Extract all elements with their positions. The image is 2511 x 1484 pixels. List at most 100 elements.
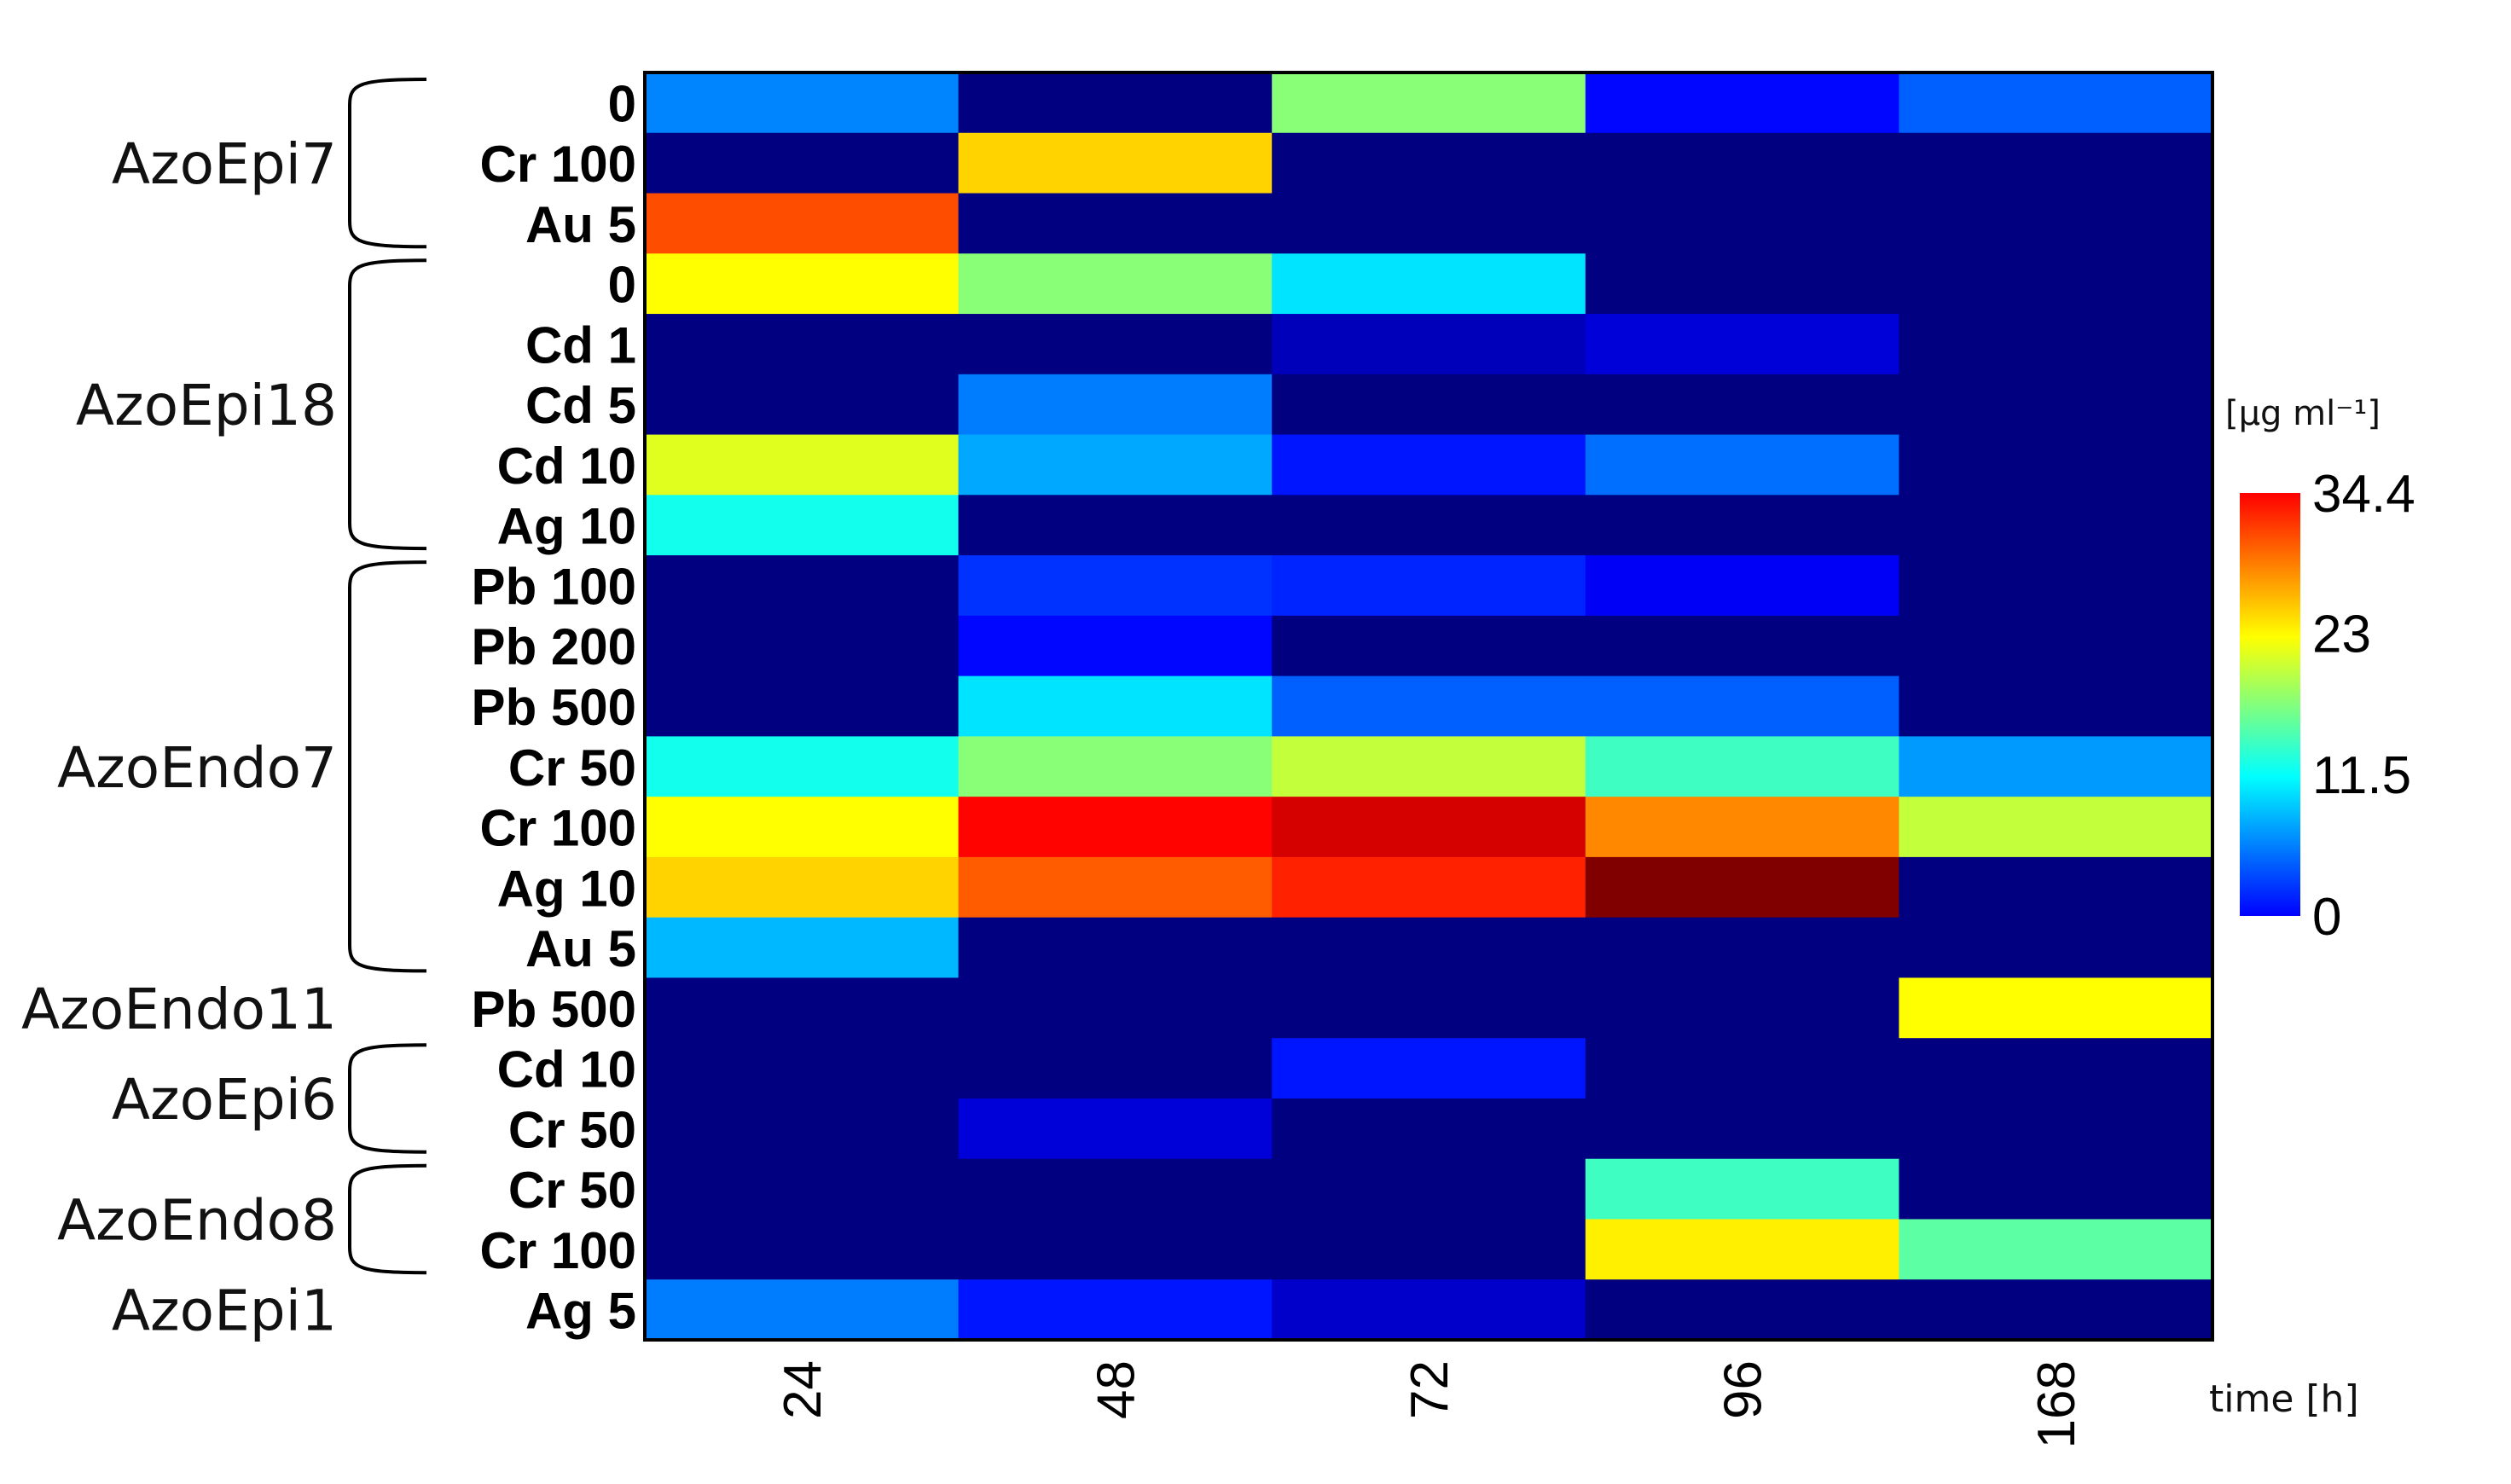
heatmap-cell — [1585, 736, 1899, 797]
heatmap-cell — [645, 1279, 960, 1341]
heatmap-cell — [1585, 977, 1899, 1039]
group-bracket — [348, 258, 427, 551]
heatmap-cell — [1272, 374, 1586, 436]
heatmap-cell — [1272, 675, 1586, 737]
heatmap-cell — [1585, 132, 1899, 194]
heatmap-cell — [1899, 72, 2213, 134]
heatmap-cell — [1585, 193, 1899, 254]
heatmap-cell — [1272, 495, 1586, 556]
heatmap-cell — [958, 856, 1273, 919]
group-label: AzoEpi6 — [112, 1067, 337, 1133]
heatmap-cell — [1585, 675, 1899, 737]
heatmap-cell — [958, 314, 1273, 375]
heatmap-cell — [1585, 434, 1899, 496]
x-tick-label: 168 — [2027, 1360, 2086, 1448]
colorbar — [2240, 493, 2300, 916]
heatmap-cell — [1272, 856, 1586, 919]
heatmap-cell — [1899, 1038, 2213, 1099]
group-bracket — [348, 560, 427, 973]
heatmap-cell — [1899, 615, 2213, 677]
heatmap-cell — [645, 977, 960, 1039]
heatmap-cell — [958, 977, 1273, 1039]
group-label: AzoEpi7 — [112, 131, 337, 197]
heatmap-cell — [645, 193, 960, 254]
heatmap-cell — [1899, 1279, 2213, 1341]
heatmap-cell — [645, 495, 960, 556]
heatmap-cell — [1899, 1098, 2213, 1160]
heatmap-cell — [1272, 1158, 1586, 1220]
heatmap-cell — [645, 797, 960, 858]
x-tick-label: 96 — [1714, 1360, 1773, 1419]
heatmap-cell — [958, 675, 1273, 737]
x-tick-label: 24 — [774, 1360, 832, 1419]
heatmap-cell — [645, 555, 960, 617]
heatmap-cell — [1585, 1158, 1899, 1220]
heatmap-cell — [1585, 1279, 1899, 1341]
heatmap-cell — [1585, 1038, 1899, 1099]
heatmap-cell — [645, 253, 960, 315]
heatmap-cell — [1899, 736, 2213, 797]
group-labels: AzoEpi7 AzoEpi18 AzoEndo7 AzoEndo11 AzoEpi6 A… — [21, 78, 427, 1344]
heatmap-cell — [645, 132, 960, 194]
row-label: Cr 100 — [480, 800, 636, 857]
heatmap-cell — [1585, 253, 1899, 315]
heatmap-cell — [645, 1038, 960, 1099]
heatmap-cell — [645, 374, 960, 436]
row-label: Pb 500 — [472, 679, 636, 736]
colorbar-tick-label: 23 — [2312, 605, 2371, 664]
heatmap-cell — [645, 615, 960, 677]
heatmap-cell — [1899, 555, 2213, 617]
heatmap-cell — [1585, 1219, 1899, 1280]
heatmap-cell — [1899, 434, 2213, 496]
heatmap-cell — [1585, 495, 1899, 556]
row-label: Ag 10 — [497, 860, 636, 917]
heatmap-cell — [1272, 193, 1586, 254]
heatmap-cell — [958, 1038, 1273, 1099]
row-label: Cd 5 — [525, 377, 636, 434]
heatmap-cell — [958, 736, 1273, 797]
heatmap-cell — [1272, 1098, 1586, 1160]
row-label: Cr 100 — [480, 136, 636, 193]
heatmap-cell — [1272, 72, 1586, 134]
heatmap-cell — [1272, 1219, 1586, 1280]
heatmap-cells — [645, 72, 2213, 1341]
row-label: 0 — [608, 75, 636, 132]
heatmap-cell — [1899, 1158, 2213, 1220]
group-label: AzoEpi18 — [76, 373, 337, 438]
group-label: AzoEndo8 — [57, 1187, 337, 1253]
heatmap-cell — [958, 615, 1273, 677]
heatmap-cell — [1899, 253, 2213, 315]
row-label: Pb 500 — [472, 981, 636, 1038]
heatmap-cell — [1272, 132, 1586, 194]
heatmap-cell — [1585, 797, 1899, 858]
heatmap-cell — [1272, 555, 1586, 617]
heatmap-cell — [1272, 1279, 1586, 1341]
row-label: Au 5 — [525, 196, 636, 253]
row-label: 0 — [608, 257, 636, 314]
heatmap-cell — [958, 797, 1273, 858]
colorbar-tick-label: 0 — [2312, 888, 2341, 947]
heatmap-cell — [645, 72, 960, 134]
heatmap-cell — [1272, 977, 1586, 1039]
heatmap-cell — [1272, 615, 1586, 677]
heatmap-cell — [1585, 314, 1899, 375]
heatmap-cell — [958, 555, 1273, 617]
heatmap-cell — [1899, 917, 2213, 979]
heatmap-cell — [645, 434, 960, 496]
heatmap-cell — [1272, 797, 1586, 858]
heatmap-cell — [1899, 977, 2213, 1039]
row-label: Pb 100 — [472, 558, 636, 615]
heatmap-cell — [645, 1158, 960, 1220]
heatmap-cell — [1899, 193, 2213, 254]
heatmap-cell — [1899, 1219, 2213, 1280]
heatmap-cell — [645, 736, 960, 797]
heatmap-cell — [958, 253, 1273, 315]
x-tick-label: 72 — [1400, 1360, 1459, 1419]
heatmap-cell — [1272, 736, 1586, 797]
row-label: Pb 200 — [472, 618, 636, 675]
heatmap-cell — [958, 917, 1273, 979]
heatmap-cell — [958, 193, 1273, 254]
heatmap-cell — [958, 1279, 1273, 1341]
heatmap-cell — [1585, 72, 1899, 134]
